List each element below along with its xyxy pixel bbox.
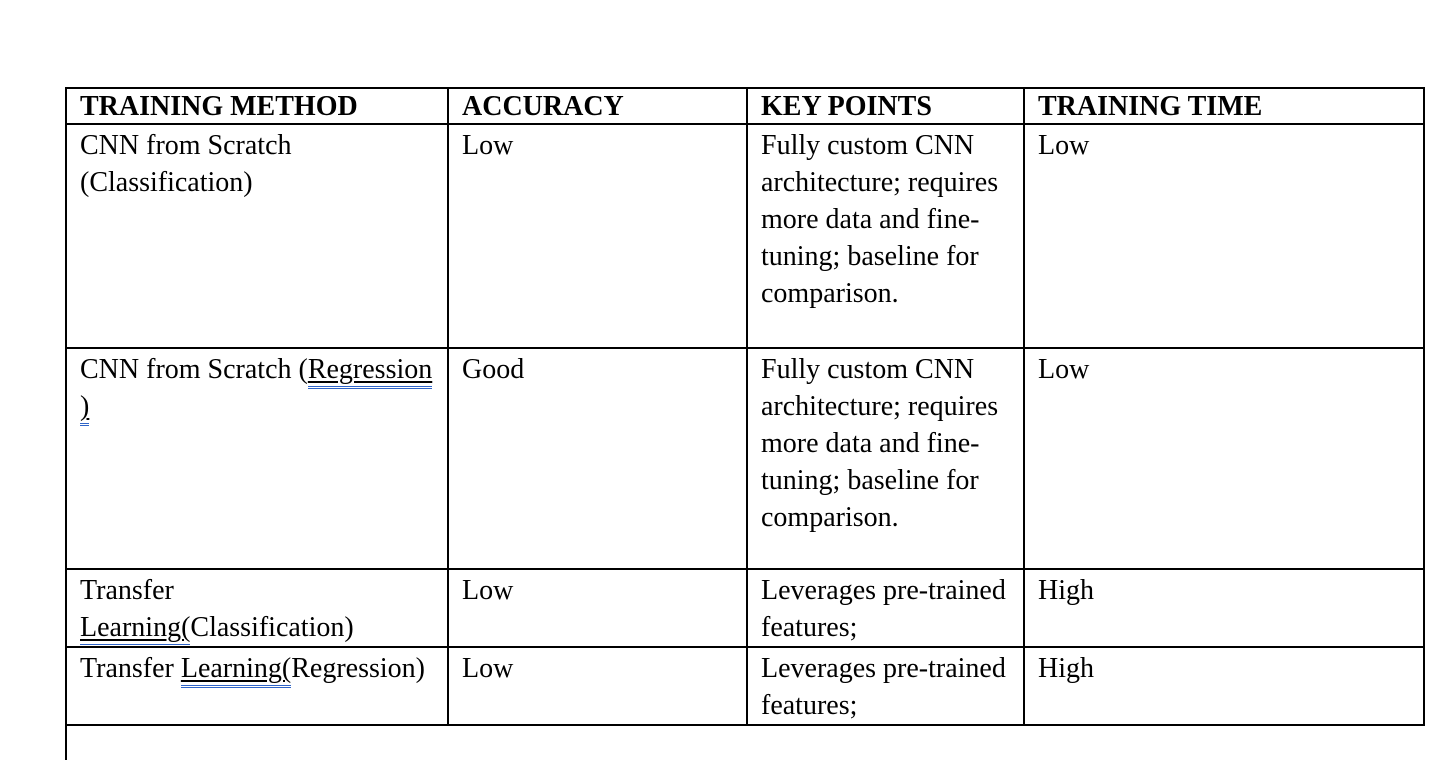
method-text-post[interactable]: Classification) — [190, 612, 354, 643]
table-row: Transfer Learning(Classification) Low Le… — [65, 568, 1425, 648]
cell-method[interactable]: CNN from Scratch (Regression ) — [65, 347, 449, 570]
training-methods-table: TRAINING METHOD ACCURACY KEY POINTS TRAI… — [65, 87, 1425, 726]
header-training-time[interactable]: TRAINING TIME — [1023, 87, 1425, 125]
cell-method[interactable]: CNN from Scratch (Classification) — [65, 123, 449, 349]
cell-key-points[interactable]: Fully custom CNN architecture; requires … — [746, 347, 1025, 570]
cell-accuracy[interactable]: Low — [447, 568, 748, 648]
table-row: Transfer Learning(Regression) Low Levera… — [65, 646, 1425, 726]
method-text-post[interactable]: Regression) — [291, 653, 425, 684]
text-cursor — [65, 719, 67, 760]
cell-key-points[interactable]: Leverages pre-trained features; — [746, 646, 1025, 726]
method-text[interactable]: CNN from Scratch (Classification) — [80, 130, 292, 198]
grammar-marked-text[interactable]: Learning( — [80, 612, 191, 645]
cell-key-points[interactable]: Leverages pre-trained features; — [746, 568, 1025, 648]
header-training-method[interactable]: TRAINING METHOD — [65, 87, 449, 125]
header-key-points[interactable]: KEY POINTS — [746, 87, 1025, 125]
cell-accuracy[interactable]: Good — [447, 347, 748, 570]
method-text[interactable]: Transfer — [80, 653, 181, 684]
cell-accuracy[interactable]: Low — [447, 646, 748, 726]
table-row: CNN from Scratch (Regression ) Good Full… — [65, 347, 1425, 570]
grammar-marked-text[interactable]: Learning( — [180, 653, 292, 688]
table-row: CNN from Scratch (Classification) Low Fu… — [65, 123, 1425, 349]
table-header-row: TRAINING METHOD ACCURACY KEY POINTS TRAI… — [65, 87, 1425, 125]
cell-training-time[interactable]: High — [1023, 646, 1425, 726]
cell-method[interactable]: Transfer Learning(Regression) — [65, 646, 449, 726]
cell-accuracy[interactable]: Low — [447, 123, 748, 349]
header-accuracy[interactable]: ACCURACY — [447, 87, 748, 125]
cell-training-time[interactable]: Low — [1023, 347, 1425, 570]
cell-key-points[interactable]: Fully custom CNN architecture; requires … — [746, 123, 1025, 349]
cell-training-time[interactable]: Low — [1023, 123, 1425, 349]
grammar-marked-text[interactable]: Regression ) — [80, 354, 433, 426]
method-text[interactable]: CNN from Scratch ( — [80, 354, 308, 385]
cell-training-time[interactable]: High — [1023, 568, 1425, 648]
method-text[interactable]: Transfer — [80, 575, 174, 606]
cell-method[interactable]: Transfer Learning(Classification) — [65, 568, 449, 648]
